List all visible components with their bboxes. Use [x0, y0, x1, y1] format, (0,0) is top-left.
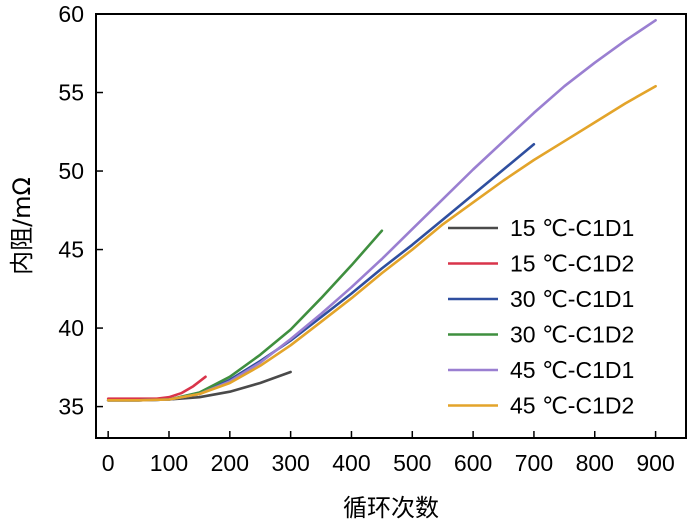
- legend-label: 15 ℃-C1D1: [510, 215, 634, 241]
- series-lines: [106, 18, 657, 402]
- x-axis-ticks: 0 100 200 300 400 500 600 700 800 900: [102, 431, 675, 476]
- legend-label: 30 ℃-C1D2: [510, 322, 634, 348]
- x-tick-label: 0: [102, 450, 115, 476]
- x-tick-label: 500: [393, 450, 431, 476]
- x-axis-label: 循环次数: [343, 494, 439, 522]
- y-tick-label: 35: [58, 394, 84, 420]
- legend-label: 45 ℃-C1D2: [510, 393, 634, 419]
- plot-frame: [95, 13, 687, 439]
- legend: 15 ℃-C1D1 15 ℃-C1D2 30 ℃-C1D1 30 ℃-C1D2 45 ℃…: [448, 215, 634, 419]
- x-tick-label: 400: [332, 450, 370, 476]
- x-tick-label: 900: [636, 450, 674, 476]
- series-line-0: [106, 370, 292, 402]
- x-tick-label: 700: [515, 450, 553, 476]
- x-tick-label: 100: [150, 450, 188, 476]
- series-line-2: [106, 143, 536, 402]
- series-line-1: [106, 375, 207, 401]
- legend-label: 30 ℃-C1D1: [510, 286, 634, 312]
- x-tick-label: 800: [576, 450, 614, 476]
- y-tick-label: 50: [58, 158, 84, 184]
- y-axis-ticks: 35 40 45 50 55 60: [58, 1, 103, 420]
- y-tick-label: 45: [58, 237, 84, 263]
- x-tick-label: 600: [454, 450, 492, 476]
- legend-label: 45 ℃-C1D1: [510, 357, 634, 383]
- x-tick-label: 200: [211, 450, 249, 476]
- y-axis-label: 内阻/mΩ: [8, 177, 36, 275]
- series-line-5: [106, 84, 657, 402]
- x-tick-label: 300: [271, 450, 309, 476]
- y-tick-label: 55: [58, 80, 84, 106]
- legend-label: 15 ℃-C1D2: [510, 251, 634, 277]
- y-tick-label: 40: [58, 315, 84, 341]
- y-tick-label: 60: [58, 1, 84, 27]
